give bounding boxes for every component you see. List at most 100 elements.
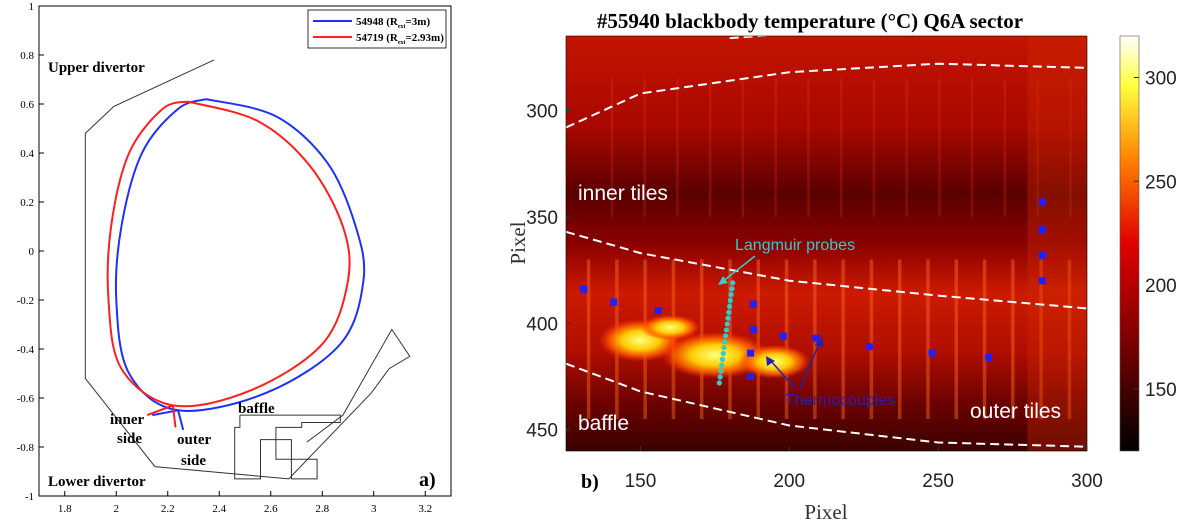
tile-gap-stripe bbox=[807, 78, 810, 217]
colorbar-ticks: 300 250 200 150 bbox=[1134, 69, 1177, 401]
heatmap-frame bbox=[565, 35, 1088, 452]
langmuir-probe-marker bbox=[720, 350, 726, 357]
thermocouple-markers bbox=[580, 198, 1046, 381]
heatmap-background bbox=[566, 36, 1087, 451]
y-tick-label: 1 bbox=[29, 1, 35, 13]
ir-thermography-panel: #55940 blackbody temperature (°C) Q6A se… bbox=[506, 9, 1177, 524]
langmuir-probe-marker bbox=[729, 286, 735, 292]
langmuir-probe-marker bbox=[719, 362, 725, 368]
tile-gap-stripe bbox=[676, 78, 679, 217]
tile-gap-stripe bbox=[756, 259, 761, 420]
legend: 54948 (Rext=3m) 54719 (Rext=2.93m) bbox=[307, 9, 447, 49]
vessel-wall-outline bbox=[84, 59, 411, 480]
hot-spot bbox=[640, 314, 700, 341]
tile-gap-stripe bbox=[938, 78, 941, 217]
divertor-leg-54719 bbox=[146, 404, 174, 417]
x-tick-label: 2.6 bbox=[264, 503, 278, 515]
thermocouple-marker bbox=[812, 334, 820, 342]
langmuir-probe-marker bbox=[727, 297, 733, 304]
y-tick-label: -0.8 bbox=[17, 442, 35, 454]
langmuir-probe-marker bbox=[725, 315, 731, 321]
y-tick-label: 0.4 bbox=[20, 148, 34, 160]
region-label-baffle: baffle bbox=[578, 412, 629, 435]
y-tick-label: 300 bbox=[526, 101, 558, 122]
langmuir-probe-marker bbox=[719, 356, 726, 362]
tile-gap-stripe bbox=[926, 259, 930, 420]
thermocouple-marker bbox=[1038, 277, 1046, 285]
tile-gap-stripe bbox=[643, 78, 646, 217]
x-tick-label: 2.8 bbox=[315, 503, 329, 515]
thermocouples-arrowhead-1 bbox=[766, 356, 775, 366]
thermocouple-marker bbox=[985, 353, 993, 361]
x-axis-label: Pixel bbox=[804, 500, 847, 524]
tile-gap-stripe bbox=[905, 78, 908, 217]
panel-b-axis-ticks: 150 200 250 300 300 350 400 450 bbox=[526, 101, 1103, 492]
chart-title: #55940 blackbody temperature (°C) Q6A se… bbox=[597, 9, 1023, 33]
thermocouples-arrow-1 bbox=[769, 359, 796, 389]
divertor-leg-54948 bbox=[177, 410, 185, 431]
thermocouple-marker bbox=[866, 343, 874, 351]
legend-box bbox=[307, 9, 447, 49]
hot-strike-band bbox=[598, 314, 811, 379]
y-tick-label: -0.6 bbox=[17, 393, 35, 405]
y-axis-label: Pixel bbox=[506, 221, 530, 264]
label-inner-side-1: inner bbox=[110, 412, 145, 428]
thermocouple-marker bbox=[747, 349, 755, 357]
x-tick-label: 3 bbox=[371, 503, 377, 515]
tile-boundary-dashed bbox=[566, 62, 1087, 129]
langmuir-probe-marker bbox=[726, 303, 733, 310]
tile-gap-stripe bbox=[872, 78, 876, 217]
tile-gap-stripe bbox=[1036, 78, 1039, 217]
tile-gap-stripe bbox=[586, 259, 591, 420]
baffle-outline bbox=[234, 414, 341, 480]
x-tick-label: 300 bbox=[1071, 471, 1103, 492]
langmuir-probe-marker bbox=[724, 321, 730, 327]
tile-gap-stripe bbox=[774, 78, 777, 217]
hot-spot bbox=[738, 344, 811, 379]
tile-gap-stripe bbox=[897, 259, 902, 420]
langmuir-probe-marker bbox=[728, 292, 734, 298]
thermocouple-marker bbox=[610, 298, 618, 306]
heatmap-image bbox=[566, 36, 1087, 451]
label-outer-side-1: outer bbox=[177, 432, 211, 448]
langmuir-probes-arrowhead bbox=[718, 276, 728, 285]
tile-gap-stripe bbox=[954, 259, 959, 420]
divertor-legs bbox=[146, 404, 185, 431]
y-tick-label: 0 bbox=[29, 246, 35, 258]
tile-gap-stripe bbox=[741, 78, 745, 217]
baffle-structure bbox=[234, 414, 341, 480]
thermocouple-marker bbox=[580, 285, 588, 293]
tile-boundary-dashed bbox=[566, 362, 1087, 448]
tile-gap-stripe bbox=[610, 78, 614, 217]
y-tick-label: 0.8 bbox=[20, 50, 34, 62]
thermocouple-marker bbox=[750, 300, 758, 308]
y-tick-label: 0.6 bbox=[20, 99, 34, 111]
legend-label-54948: 54948 (Rext=3m) bbox=[356, 16, 430, 30]
x-tick-label: 1.8 bbox=[58, 503, 72, 515]
x-tick-label: 3.2 bbox=[418, 503, 432, 515]
thermocouple-marker bbox=[928, 349, 936, 357]
thermocouple-marker bbox=[750, 326, 758, 334]
x-tick-label: 2.4 bbox=[212, 503, 226, 515]
label-upper-divertor: Upper divertor bbox=[48, 60, 145, 76]
thermocouple-marker bbox=[1038, 198, 1046, 206]
tile-gap-stripe bbox=[839, 78, 843, 217]
colorbar-tick-label: 300 bbox=[1145, 69, 1177, 90]
annotation-thermocouples: Thermocouples bbox=[785, 392, 895, 409]
langmuir-probe-marker bbox=[717, 374, 723, 380]
label-lower-divertor: Lower divertor bbox=[48, 474, 146, 490]
thermocouples-arrow-2 bbox=[799, 341, 821, 389]
x-tick-label: 2.2 bbox=[161, 503, 175, 515]
langmuir-probe-marker bbox=[716, 380, 722, 386]
label-inner-side-2: side bbox=[117, 431, 142, 447]
thermocouple-marker bbox=[654, 307, 662, 315]
tile-gap-stripe bbox=[1003, 78, 1007, 217]
tile-gap-stripe bbox=[708, 78, 712, 217]
tile-boundaries bbox=[566, 36, 1087, 448]
tile-gap-stripe bbox=[1039, 259, 1043, 420]
thermocouple-marker bbox=[779, 332, 787, 340]
y-tick-label: -0.2 bbox=[17, 295, 34, 307]
langmuir-probe-markers bbox=[716, 280, 736, 386]
tile-gap-stripe bbox=[982, 259, 987, 420]
